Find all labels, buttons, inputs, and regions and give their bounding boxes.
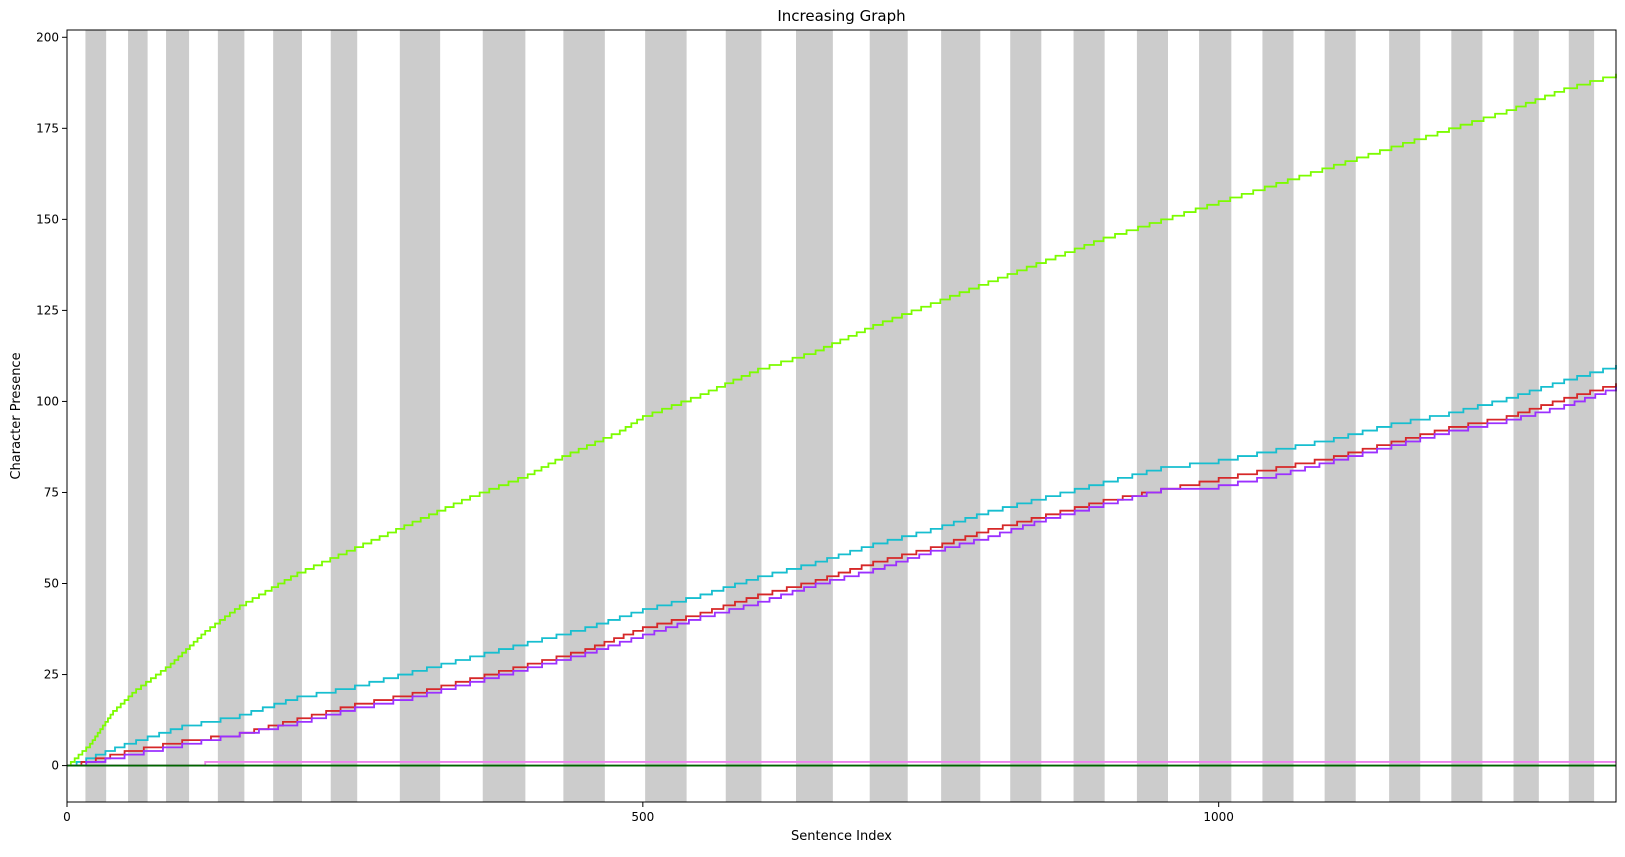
- y-tick-label: 0: [51, 759, 59, 773]
- background-band: [1389, 30, 1421, 802]
- background-bands: [85, 30, 1595, 802]
- y-tick-label: 125: [36, 303, 59, 317]
- background-band: [796, 30, 833, 802]
- background-band: [166, 30, 190, 802]
- background-band: [217, 30, 245, 802]
- background-band: [1199, 30, 1232, 802]
- background-band: [1073, 30, 1105, 802]
- plot-frame: [66, 29, 1617, 803]
- background-band: [482, 30, 526, 802]
- y-tick-label: 150: [36, 212, 59, 226]
- background-band: [1136, 30, 1168, 802]
- background-band: [941, 30, 981, 802]
- background-band: [1262, 30, 1294, 802]
- x-tick-label: 500: [631, 810, 654, 824]
- y-tick-label: 50: [44, 577, 59, 591]
- axis-ticks: 0 500 1000 0 25 50 75 100 125 150 175 200: [36, 30, 1234, 824]
- background-band: [273, 30, 302, 802]
- chart-title: Increasing Graph: [777, 7, 905, 25]
- y-tick-label: 25: [44, 668, 59, 682]
- y-tick-label: 200: [36, 30, 59, 44]
- x-axis-label: Sentence Index: [791, 829, 892, 844]
- background-band: [1451, 30, 1483, 802]
- series-line: [67, 386, 1617, 767]
- background-band: [1324, 30, 1356, 802]
- background-band: [563, 30, 605, 802]
- background-band: [725, 30, 762, 802]
- background-band: [85, 30, 107, 802]
- y-tick-label: 175: [36, 121, 59, 135]
- y-tick-label: 100: [36, 394, 59, 408]
- background-band: [330, 30, 358, 802]
- x-tick-label: 1000: [1203, 810, 1234, 824]
- background-band: [1568, 30, 1595, 802]
- y-tick-label: 75: [44, 485, 59, 499]
- x-tick-label: 0: [63, 810, 71, 824]
- background-band: [1010, 30, 1042, 802]
- series-line: [67, 73, 1617, 767]
- y-axis-label: Character Presence: [9, 352, 24, 479]
- background-band: [399, 30, 441, 802]
- series-line: [67, 365, 1617, 767]
- background-band: [869, 30, 908, 802]
- series-lines: [67, 73, 1617, 767]
- background-band: [128, 30, 148, 802]
